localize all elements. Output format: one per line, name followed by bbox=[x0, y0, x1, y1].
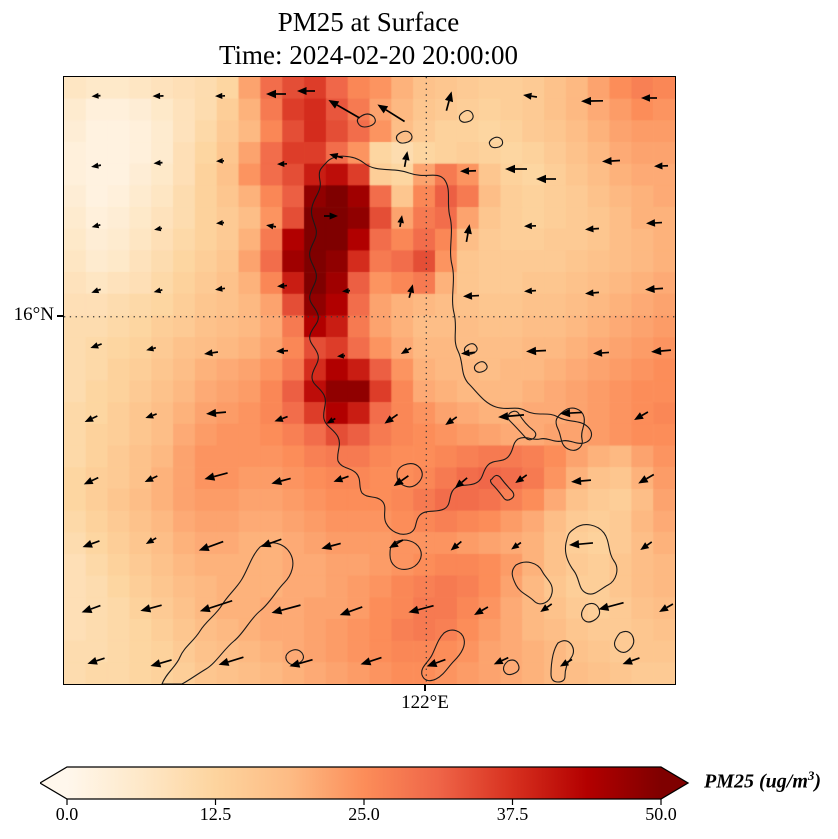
lon-tick-label: 122°E bbox=[401, 692, 449, 713]
colorbar-gradient-bar bbox=[40, 766, 690, 800]
chart-title: PM25 at Surface bbox=[277, 7, 460, 37]
colorbar-tick-label: 37.5 bbox=[496, 804, 529, 824]
coastline-paths bbox=[161, 109, 635, 684]
colorbar-tick-label: 0.0 bbox=[55, 804, 79, 824]
lat-lon-gridlines bbox=[64, 77, 675, 684]
colorbar-tick-label: 50.0 bbox=[645, 804, 677, 824]
colorbar-tick-label: 12.5 bbox=[199, 804, 232, 824]
colorbar-units-label: PM25 (ug/m3) bbox=[704, 768, 822, 793]
chart-subtitle-time: Time: 2024-02-20 20:00:00 bbox=[218, 40, 519, 70]
colorbar-tick-labels: 0.0 12.5 25.0 37.5 50.0 bbox=[40, 804, 690, 830]
lat-tick-mark bbox=[57, 315, 64, 317]
colorbar-tick-label: 25.0 bbox=[348, 804, 380, 824]
lon-tick-mark bbox=[424, 684, 426, 691]
colorbar bbox=[40, 766, 690, 805]
map-overlay-svg bbox=[64, 77, 675, 684]
wind-quiver-arrows bbox=[81, 86, 674, 668]
pm25-heatmap-canvas bbox=[64, 77, 675, 684]
map-axes-area bbox=[63, 76, 676, 685]
colorbar-tick-marks bbox=[66, 799, 662, 805]
lat-tick-label: 16°N bbox=[13, 304, 54, 325]
